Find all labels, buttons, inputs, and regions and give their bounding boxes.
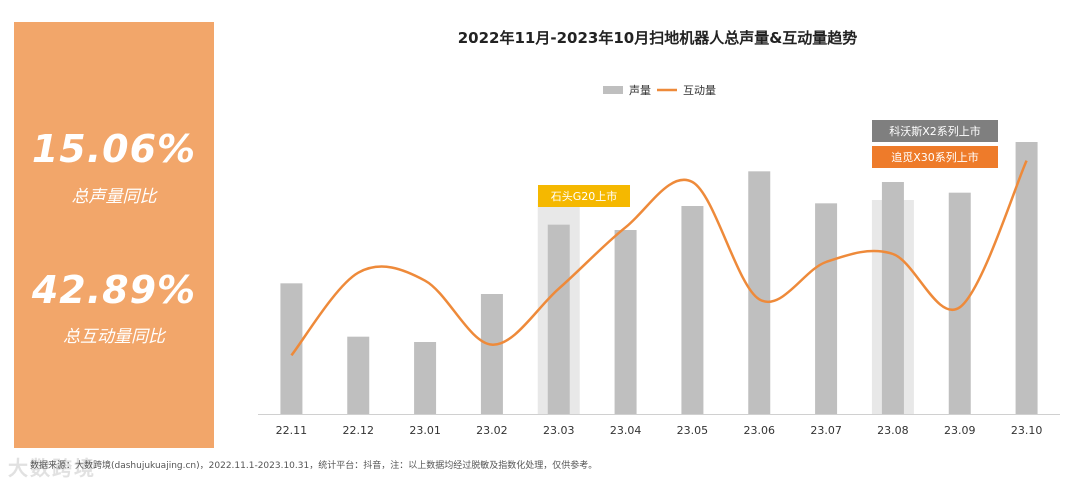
bar-22.12 bbox=[347, 336, 370, 414]
line-series-interaction bbox=[290, 160, 1028, 357]
legend-label-voice: 声量 bbox=[629, 83, 651, 97]
kpi-voice-yoy-value: 15.06% bbox=[31, 127, 197, 171]
annotation-tag-label: 科沃斯X2系列上市 bbox=[889, 124, 981, 138]
legend-label-interaction: 互动量 bbox=[683, 84, 716, 97]
bar-23.03 bbox=[547, 224, 570, 414]
annotation-tag bbox=[872, 120, 998, 142]
annotation-tag-label: 追觅X30系列上市 bbox=[891, 150, 979, 164]
x-tick-label: 23.01 bbox=[409, 424, 441, 437]
bar-23.07 bbox=[815, 203, 838, 414]
x-tick-label: 23.10 bbox=[1011, 424, 1043, 437]
bar-23.04 bbox=[614, 230, 637, 414]
annotation-tag bbox=[538, 185, 630, 207]
annotation-tag-label: 石头G20上市 bbox=[551, 189, 618, 203]
kpi-interaction-yoy-value: 42.89% bbox=[31, 268, 197, 312]
x-tick-label: 23.04 bbox=[610, 424, 642, 437]
x-tick-label: 23.06 bbox=[744, 424, 776, 437]
kpi-voice-yoy-label: 总声量同比 bbox=[71, 187, 157, 207]
x-tick-label: 22.11 bbox=[276, 424, 308, 437]
annotation-tag bbox=[872, 146, 998, 168]
bar-22.11 bbox=[280, 283, 303, 414]
x-tick-label: 23.08 bbox=[877, 424, 909, 437]
x-tick-label: 23.03 bbox=[543, 424, 575, 437]
legend-swatch-voice bbox=[603, 86, 623, 94]
watermark-logo: 大数跨境 bbox=[8, 456, 96, 480]
kpi-panel: 15.06% 总声量同比 42.89% 总互动量同比 bbox=[14, 22, 214, 448]
bar-23.05 bbox=[681, 206, 704, 414]
x-tick-label: 23.02 bbox=[476, 424, 508, 437]
bar-23.09 bbox=[948, 192, 971, 414]
bar-23.06 bbox=[748, 171, 771, 414]
kpi-interaction-yoy-label: 总互动量同比 bbox=[63, 327, 165, 347]
x-tick-label: 23.09 bbox=[944, 424, 976, 437]
bar-23.01 bbox=[414, 342, 437, 414]
bar-23.08 bbox=[881, 182, 904, 414]
bar-23.02 bbox=[480, 294, 503, 414]
x-tick-label: 23.05 bbox=[677, 424, 709, 437]
chart-title: 2022年11月-2023年10月扫地机器人总声量&互动量趋势 bbox=[457, 29, 858, 47]
bar-23.10 bbox=[1015, 142, 1038, 414]
footer-source-note: 数据来源：大数跨境(dashujukuajing.cn)，2022.11.1-2… bbox=[30, 461, 598, 471]
x-tick-label: 22.12 bbox=[343, 424, 375, 437]
x-tick-label: 23.07 bbox=[810, 424, 842, 437]
